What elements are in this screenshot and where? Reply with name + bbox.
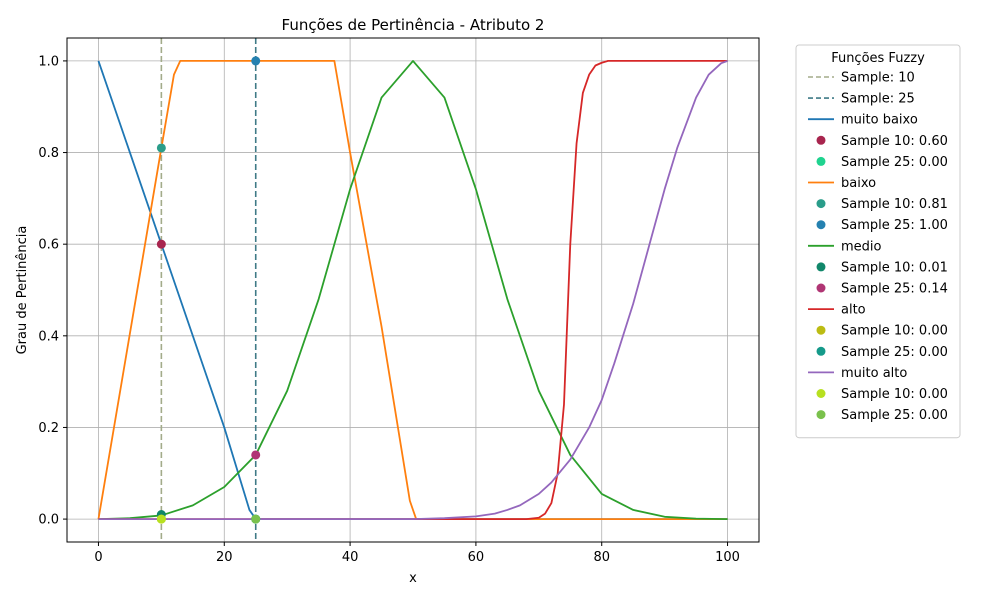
legend-label: Sample 10: 0.00 <box>841 324 948 339</box>
x-axis-label: x <box>409 571 417 586</box>
legend-swatch-dot <box>816 135 826 145</box>
legend-swatch-dot <box>816 220 826 230</box>
legend-label: alto <box>841 303 866 318</box>
legend-swatch-dot <box>816 283 826 293</box>
legend-box <box>795 44 961 439</box>
legend: Funções Fuzzy Sample: 10 Sample: 25 muito b… <box>795 44 961 439</box>
sample-point <box>251 514 261 524</box>
x-tick-label: 80 <box>593 550 610 565</box>
legend-label: medio <box>841 239 882 254</box>
legend-title: Funções Fuzzy <box>831 51 925 66</box>
x-tick-label: 60 <box>468 550 485 565</box>
sample-point <box>156 143 166 153</box>
series-line-medio <box>98 60 728 520</box>
legend-label: Sample 25: 0.00 <box>841 408 948 423</box>
y-tick-label: 0.0 <box>38 513 59 528</box>
legend-label: Sample 25: 0.14 <box>841 282 948 297</box>
plot-area <box>97 38 728 542</box>
x-tick-label: 20 <box>216 550 233 565</box>
legend-label: baixo <box>841 176 876 191</box>
legend-label: Sample 10: 0.01 <box>841 260 948 275</box>
legend-swatch-dot <box>816 262 826 272</box>
sample-point <box>251 450 261 460</box>
y-tick-label: 0.2 <box>38 421 59 436</box>
series-line-alto <box>98 60 728 520</box>
legend-label: Sample 10: 0.00 <box>841 387 948 402</box>
legend-label: Sample: 10 <box>841 71 915 86</box>
sample-point <box>156 514 166 524</box>
legend-label: muito alto <box>841 366 907 381</box>
legend-label: muito baixo <box>841 113 918 128</box>
sample-point <box>251 56 261 66</box>
axis-ticks: 0 20 40 60 80 100 0.0 0.2 0.4 0.6 0.8 1.0 <box>38 54 740 565</box>
legend-label: Sample 25: 0.00 <box>841 155 948 170</box>
legend-swatch-dot <box>816 199 826 209</box>
legend-label: Sample: 25 <box>841 92 915 107</box>
x-tick-label: 40 <box>342 550 359 565</box>
legend-swatch-dot <box>816 410 826 420</box>
legend-label: Sample 10: 0.81 <box>841 197 948 212</box>
legend-label: Sample 25: 1.00 <box>841 218 948 233</box>
legend-swatch-dot <box>816 389 826 398</box>
y-tick-label: 1.0 <box>38 54 59 69</box>
sample-point <box>156 239 166 249</box>
grid-lines <box>67 38 759 542</box>
legend-swatch-dot <box>816 325 826 335</box>
y-axis-label: Grau de Pertinência <box>15 226 30 355</box>
y-tick-label: 0.6 <box>38 238 59 253</box>
plot-frame <box>66 37 760 543</box>
legend-swatch-dot <box>816 346 826 356</box>
legend-label: Sample 10: 0.60 <box>841 134 948 149</box>
legend-label: Sample 25: 0.00 <box>841 345 948 360</box>
legend-swatch-dot <box>816 156 826 166</box>
x-tick-label: 0 <box>94 550 102 565</box>
x-tick-label: 100 <box>715 550 740 565</box>
chart-title: Funções de Pertinência - Atributo 2 <box>282 16 545 34</box>
series-line-muito-alto <box>98 60 728 520</box>
y-tick-label: 0.4 <box>38 329 59 344</box>
y-tick-label: 0.8 <box>38 146 59 161</box>
